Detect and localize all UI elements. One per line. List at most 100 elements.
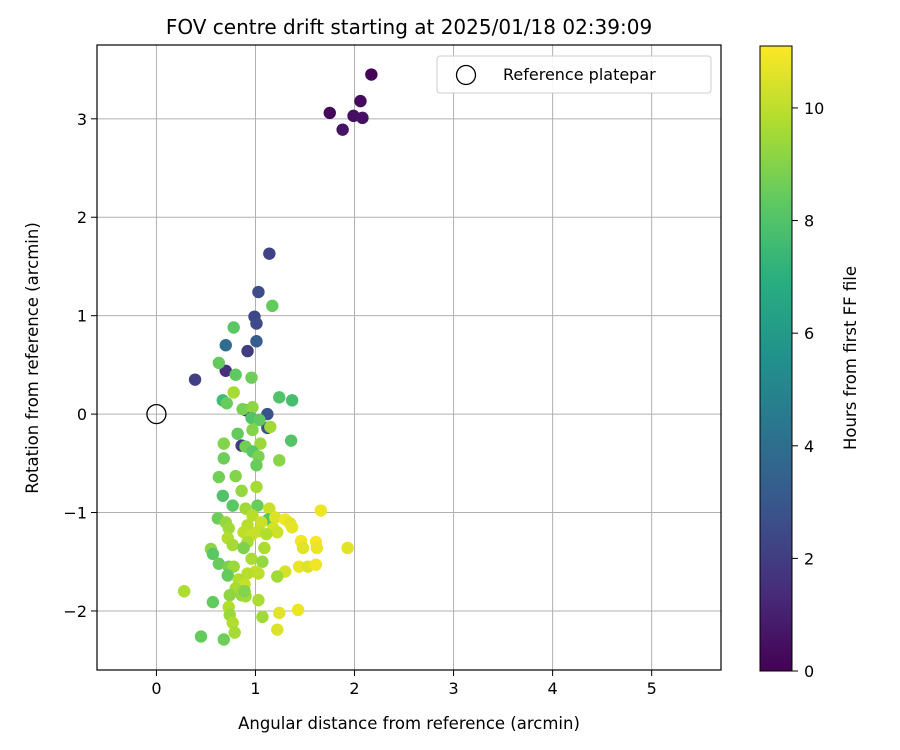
colorbar-tick-label: 0 [804, 662, 814, 681]
data-point [223, 588, 236, 602]
data-point [212, 557, 226, 570]
x-axis-title: Angular distance from reference (arcmin) [238, 714, 580, 733]
data-point [310, 541, 324, 555]
data-point [241, 344, 254, 358]
colorbar-tick-label: 4 [804, 437, 814, 456]
data-point [251, 499, 264, 512]
x-tick-label: 4 [548, 679, 558, 698]
data-point [256, 555, 269, 568]
data-point [285, 394, 299, 407]
data-point [237, 541, 250, 555]
data-point [273, 454, 286, 467]
y-tick-label: 1 [77, 307, 87, 326]
legend-box [436, 55, 712, 94]
data-point [219, 338, 232, 352]
data-point [365, 68, 378, 81]
colorbar-gradient [759, 45, 793, 672]
data-point [241, 567, 254, 580]
data-point [246, 401, 259, 414]
data-point [226, 499, 239, 512]
data-point [260, 527, 273, 541]
data-point [291, 603, 305, 617]
colorbar: 0 2 4 6 8 10 Hours from first FF file [759, 45, 860, 681]
data-point [177, 585, 191, 598]
data-point [254, 437, 267, 450]
data-point [227, 386, 240, 399]
data-point [245, 552, 258, 565]
data-point [273, 391, 286, 404]
data-point [226, 616, 239, 629]
data-point [341, 541, 354, 555]
data-point [227, 560, 240, 573]
data-point [229, 368, 242, 381]
y-tick-label: −1 [63, 504, 87, 523]
data-point [269, 511, 282, 524]
data-point [229, 469, 242, 483]
data-point [273, 606, 286, 620]
data-point [226, 538, 239, 552]
data-point [292, 560, 306, 573]
data-point [236, 402, 249, 416]
colorbar-ticks: 0 2 4 6 8 10 [792, 99, 824, 681]
data-point [188, 373, 202, 386]
data-point [314, 504, 328, 517]
x-tick-label: 0 [151, 679, 161, 698]
data-point [238, 585, 251, 598]
data-point [271, 570, 284, 583]
y-tick-label: −2 [63, 602, 87, 621]
data-point [217, 633, 230, 646]
y-tick-label: 0 [77, 405, 87, 424]
data-point [250, 335, 263, 348]
data-point [246, 423, 259, 437]
data-point [212, 356, 226, 370]
x-tick-label: 1 [250, 679, 260, 698]
data-point [222, 522, 235, 535]
data-point [263, 247, 276, 260]
x-tick-label: 5 [647, 679, 657, 698]
data-point [206, 595, 220, 609]
data-point [271, 526, 284, 539]
y-axis-title: Rotation from reference (arcmin) [23, 222, 42, 494]
data-point [264, 420, 277, 434]
chart-title: FOV centre drift starting at 2025/01/18 … [166, 15, 652, 39]
data-point [250, 459, 263, 472]
data-point [284, 434, 298, 447]
x-tick-label: 3 [448, 679, 458, 698]
data-point [227, 321, 240, 334]
data-point [250, 317, 263, 330]
colorbar-tick-label: 6 [804, 324, 814, 343]
data-point [309, 558, 323, 571]
colorbar-tick-label: 2 [804, 549, 814, 568]
plot-frame [96, 44, 722, 671]
data-point [252, 567, 265, 580]
grid [97, 45, 721, 670]
legend-entry-label: Reference platepar [503, 65, 656, 84]
data-point [220, 397, 233, 410]
data-point [194, 630, 208, 643]
colorbar-tick-label: 8 [804, 212, 814, 231]
data-points [177, 68, 378, 646]
data-point [266, 299, 279, 313]
data-point [252, 285, 265, 299]
axis-ticks: 0 1 2 3 4 5 −2 −1 0 1 2 3 [63, 110, 656, 698]
y-tick-label: 3 [77, 110, 87, 129]
data-point [296, 541, 310, 555]
data-point [221, 569, 234, 582]
legend-marker-icon [455, 64, 477, 86]
data-point [228, 626, 241, 639]
data-point [217, 452, 230, 465]
reference-point [146, 403, 167, 425]
data-point [245, 371, 258, 384]
data-point [354, 94, 367, 108]
data-point [356, 111, 369, 125]
data-point [217, 437, 230, 450]
data-point [235, 484, 248, 498]
data-point [336, 123, 349, 136]
x-tick-label: 2 [349, 679, 359, 698]
data-point [216, 489, 229, 502]
data-point [256, 610, 269, 624]
data-point [212, 470, 226, 484]
data-point [246, 509, 259, 522]
data-point [252, 593, 265, 607]
